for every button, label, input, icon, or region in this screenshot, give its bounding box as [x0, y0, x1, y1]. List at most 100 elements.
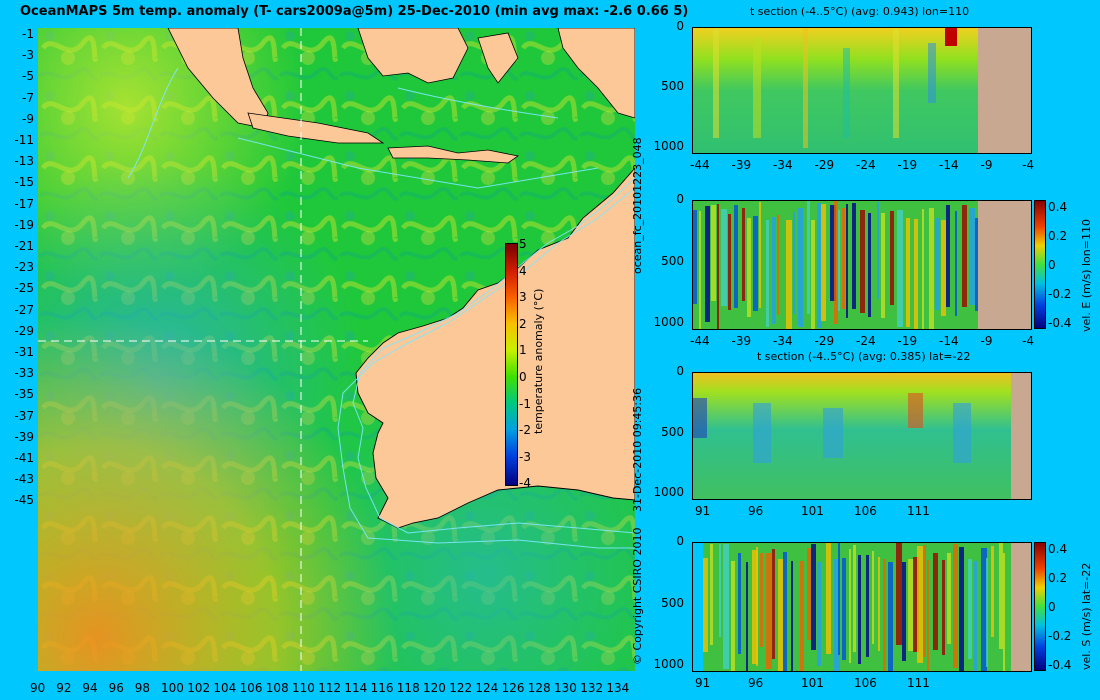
- velocity-stripe: [947, 553, 951, 644]
- section-x-tick: 111: [907, 504, 930, 518]
- temperature-colorbar-tick: 4: [519, 263, 527, 278]
- latitude-tick: -23: [14, 260, 34, 275]
- velocity-stripe: [834, 559, 840, 671]
- velocity-stripe: [991, 546, 994, 637]
- temperature-colorbar-tick: 0: [519, 370, 527, 384]
- velocity-stripe: [883, 559, 886, 671]
- velocity-stripe: [766, 553, 772, 669]
- section-x-tick: 106: [854, 676, 877, 690]
- section-plot-t-lon[interactable]: [692, 27, 1032, 154]
- velocity-stripe: [834, 201, 838, 324]
- longitude-tick: 106: [239, 681, 263, 695]
- velocity-stripe: [849, 549, 851, 663]
- latitude-tick: -43: [14, 472, 34, 487]
- temperature-colorbar: [505, 243, 518, 486]
- latitude-tick: -25: [14, 281, 34, 296]
- longitude-tick: 110: [292, 681, 315, 695]
- velocity-stripe: [913, 557, 919, 652]
- vel-s-colorbar-tick: -0.2: [1048, 629, 1072, 643]
- velocity-stripe: [860, 210, 865, 313]
- velocity-stripe: [933, 553, 938, 650]
- velocity-stripe: [783, 552, 787, 671]
- temperature-colorbar-tick: -1: [519, 396, 531, 411]
- section-title-t-lon: t section (-4..5°C) (avg: 0.943) lon=110: [750, 5, 970, 18]
- velocity-stripe: [955, 211, 957, 316]
- section-x-tick: -44: [690, 334, 710, 348]
- longitude-tick: 122: [449, 681, 473, 695]
- velocity-stripe: [807, 548, 812, 640]
- section-x-tick: -9: [980, 334, 993, 348]
- longitude-tick: 98: [134, 681, 151, 695]
- section-x-tick: -39: [731, 158, 752, 172]
- velocity-stripe: [897, 210, 903, 327]
- velocity-stripe: [941, 220, 946, 316]
- velocity-stripe: [908, 559, 914, 651]
- section-x-tick: -24: [856, 334, 876, 348]
- section-x-tick: -34: [773, 158, 793, 172]
- vel-e-colorbar-label: vel. E (m/s) lon=110: [1080, 219, 1093, 332]
- velocity-stripe: [826, 543, 831, 654]
- depth-tick: 500: [661, 595, 684, 610]
- depth-tick: 1000: [653, 485, 684, 499]
- temperature-colorbar-tick: 3: [519, 290, 527, 305]
- velocity-stripe: [929, 208, 934, 329]
- velocity-stripe: [935, 218, 940, 310]
- land-java: [247, 112, 385, 144]
- velocity-stripe: [969, 208, 975, 305]
- depth-tick: 0: [676, 19, 684, 33]
- velocity-stripe: [821, 204, 826, 321]
- velocity-stripe: [772, 217, 776, 324]
- temperature-anomaly-map[interactable]: [38, 28, 635, 671]
- depth-tick: 1000: [653, 139, 684, 153]
- velocity-stripe: [953, 544, 958, 668]
- depth-tick: 1000: [653, 315, 684, 329]
- longitude-tick: 90: [30, 681, 46, 695]
- velocity-stripe: [946, 205, 950, 307]
- section-x-tick: -4: [1022, 334, 1034, 348]
- temperature-colorbar-tick: -3: [519, 449, 531, 464]
- latitude-tick: -29: [14, 323, 34, 338]
- velocity-stripe: [778, 559, 783, 671]
- map-canvas: [38, 28, 635, 671]
- latitude-tick: -33: [14, 366, 34, 381]
- velocity-stripe: [717, 204, 719, 329]
- map-title: OceanMAPS 5m temp. anomaly (T- cars2009a…: [20, 4, 689, 19]
- vel-e-colorbar: [1034, 200, 1046, 329]
- depth-tick: 500: [661, 79, 684, 93]
- velocity-stripe: [842, 208, 845, 309]
- vel-e-colorbar-tick: -0.2: [1048, 287, 1072, 301]
- section-x-tick: -29: [814, 158, 835, 172]
- velocity-stripe: [723, 544, 729, 669]
- latitude-tick: -39: [14, 429, 34, 444]
- section-x-tick: -19: [897, 334, 918, 348]
- velocity-stripe: [817, 562, 821, 666]
- vel-s-colorbar-tick: 0: [1048, 600, 1056, 614]
- velocity-stripe: [711, 205, 716, 301]
- velocity-stripe: [817, 203, 822, 328]
- section-x-tick: 96: [748, 676, 764, 690]
- longitude-tick: 134: [606, 681, 630, 695]
- latitude-tick: -13: [14, 154, 34, 169]
- vel-s-colorbar-tick: 0.4: [1048, 542, 1068, 556]
- section-x-tick: 101: [801, 504, 824, 518]
- velocity-stripe: [759, 202, 761, 308]
- section-plot-vel-e-lon[interactable]: [692, 200, 1032, 330]
- latitude-tick: -37: [14, 408, 34, 423]
- latitude-tick: -35: [14, 387, 34, 402]
- velocity-stripe: [772, 549, 775, 659]
- velocity-stripe: [811, 220, 815, 329]
- velocity-stripe: [896, 543, 902, 645]
- run-id-label: ocean_fc_20101223_048: [631, 137, 644, 274]
- section-x-tick: -19: [897, 158, 918, 172]
- section-x-tick: -9: [980, 158, 993, 172]
- velocity-stripe: [922, 209, 924, 329]
- longitude-tick: 102: [187, 681, 211, 695]
- velocity-stripe: [942, 560, 945, 655]
- section-plot-t-lat[interactable]: [692, 372, 1032, 500]
- latitude-tick: -41: [14, 451, 34, 465]
- velocity-stripe: [830, 205, 836, 301]
- section-plot-vel-s-lat[interactable]: [692, 542, 1032, 672]
- longitude-tick: 126: [501, 681, 525, 695]
- latitude-tick: -1: [22, 27, 34, 41]
- velocity-stripe: [702, 558, 708, 652]
